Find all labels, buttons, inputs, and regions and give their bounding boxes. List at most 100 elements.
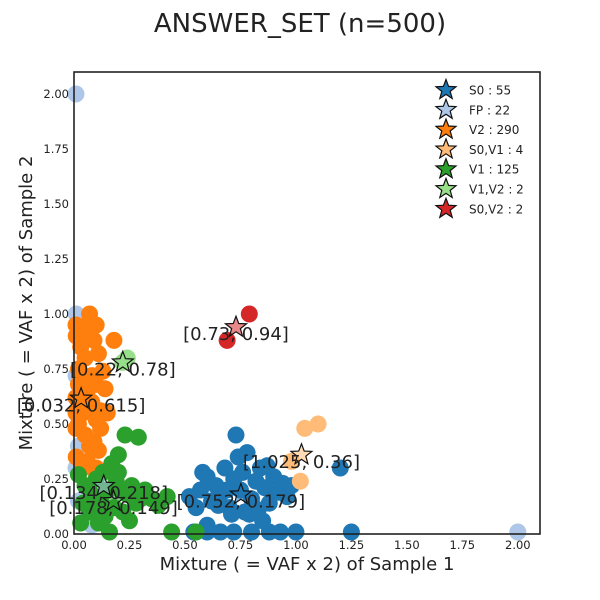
legend-label-0: S0 : 55	[469, 84, 511, 98]
centroid-label-0: [0.752, 0.179]	[177, 492, 306, 513]
data-point-series-2-40	[74, 404, 92, 422]
y-tick-label-2: 0.50	[43, 417, 69, 431]
data-point-series-2-39	[78, 452, 96, 470]
data-point-series-0-41	[342, 523, 360, 541]
data-point-series-0-1	[191, 481, 209, 499]
legend-marker-1	[434, 97, 458, 120]
data-point-series-2-26	[83, 367, 101, 385]
x-tick-labels: 0.00 0.25 0.50 0.75 1.00 1.25 1.50 1.75 2.00	[61, 538, 530, 552]
legend-marker-2	[434, 117, 458, 140]
data-point-series-0-31	[194, 463, 212, 481]
data-point-series-4-32	[107, 472, 125, 490]
legend-marker-5	[434, 176, 458, 199]
data-point-series-2-31	[87, 316, 105, 334]
legend-marker-6	[434, 196, 458, 219]
data-point-series-4-23	[158, 488, 176, 506]
centroid-label-4: [0.178, 0.149]	[49, 498, 178, 519]
data-point-series-6-0	[240, 305, 258, 323]
legend-marker-3	[434, 137, 458, 160]
centroid-label-3: [1.025, 0.36]	[243, 452, 360, 473]
x-tick-label-1: 0.25	[117, 538, 143, 552]
data-point-series-4-26	[94, 463, 112, 481]
data-point-series-0-44	[254, 512, 272, 530]
y-tick-label-5: 1.25	[43, 252, 69, 266]
data-point-series-2-35	[92, 419, 110, 437]
data-point-series-2-25	[67, 419, 85, 437]
data-point-series-0-32	[331, 459, 349, 477]
x-tick-label-6: 1.50	[394, 538, 420, 552]
data-point-series-4-28	[101, 523, 119, 541]
y-axis-label: Mixture ( = VAF x 2) of Sample 2	[16, 156, 37, 451]
data-point-series-0-30	[258, 457, 276, 475]
x-tick-label-2: 0.50	[172, 538, 198, 552]
data-point-series-3-3	[282, 452, 300, 470]
data-point-series-2-16	[89, 345, 107, 363]
data-point-series-4-33	[87, 499, 105, 517]
data-point-series-0-11	[234, 463, 252, 481]
data-point-series-0-25	[187, 499, 205, 517]
x-tick-label-7: 1.75	[450, 538, 476, 552]
centroid-star-1	[91, 473, 116, 497]
data-point-series-3-1	[309, 415, 327, 433]
x-tick-label-5: 1.25	[339, 538, 365, 552]
data-point-series-2-34	[76, 327, 94, 345]
data-point-series-0-35	[211, 523, 229, 541]
data-point-series-4-15	[116, 426, 134, 444]
centroid-label-1: [0.134, 0.218]	[39, 483, 168, 504]
data-point-series-4-30	[187, 523, 205, 541]
legend-label-4: V1 : 125	[469, 163, 519, 177]
y-tick-labels: 0.00 0.25 0.50 0.75 1.00 1.25 1.50 1.75 2.00	[43, 87, 69, 541]
data-point-series-4-14	[109, 446, 127, 464]
data-point-series-3-2	[291, 472, 309, 490]
y-tick-label-7: 1.75	[43, 142, 69, 156]
data-point-series-0-23	[227, 426, 245, 444]
x-tick-label-8: 2.00	[505, 538, 531, 552]
legend-label-2: V2 : 290	[469, 123, 519, 137]
data-point-series-0-39	[271, 523, 289, 541]
data-point-series-2-22	[89, 441, 107, 459]
data-point-series-6-1	[218, 331, 236, 349]
x-tick-label-3: 0.75	[228, 538, 254, 552]
data-point-series-0-12	[238, 444, 256, 462]
data-point-series-4-27	[120, 512, 138, 530]
data-point-series-4-24	[69, 466, 87, 484]
data-point-series-4-19	[74, 494, 92, 512]
centroid-label-5: [0.22, 0.78]	[70, 359, 176, 380]
centroid-star-3	[289, 442, 314, 466]
data-point-series-0-27	[209, 496, 227, 514]
y-tick-label-8: 2.00	[43, 87, 69, 101]
centroid-star-4	[101, 488, 126, 512]
plot-frame	[73, 71, 541, 535]
legend-label-5: V1,V2 : 2	[469, 183, 524, 197]
data-point-series-0-28	[218, 481, 236, 499]
legend: S0 : 55 FP : 22 V2 : 290 S0,V1 : 4 V1 : 125 V…	[434, 77, 524, 219]
data-point-series-1-1	[509, 523, 527, 541]
centroid-layer: [0.752, 0.179] [0.134, 0.218] [0.032, 0.61…	[17, 314, 360, 519]
data-point-series-0-43	[240, 505, 258, 523]
y-tick-label-4: 1.00	[43, 307, 69, 321]
data-point-series-0-42	[223, 505, 241, 523]
centroid-star-5	[110, 349, 135, 373]
centroid-star-0	[228, 481, 253, 505]
y-tick-label-1: 0.25	[43, 472, 69, 486]
legend-label-3: S0,V1 : 4	[469, 143, 523, 157]
y-tick-label-0: 0.00	[43, 527, 69, 541]
centroid-star-6	[223, 314, 249, 338]
x-tick-label-0: 0.00	[61, 538, 87, 552]
centroid-label-2: [0.032, 0.615]	[17, 396, 146, 417]
x-tick-label-4: 1.00	[283, 538, 309, 552]
data-point-series-0-36	[225, 523, 243, 541]
legend-marker-4	[434, 156, 458, 180]
legend-label-1: FP : 22	[469, 103, 510, 117]
chart-title: ANSWER_SET (n=500)	[154, 9, 446, 39]
data-point-series-4-29	[163, 523, 181, 541]
data-point-series-1-0	[67, 85, 85, 103]
centroid-label-6: [0.73, 0.94]	[183, 324, 289, 345]
data-point-series-4-16	[129, 428, 147, 446]
y-tick-label-6: 1.50	[43, 197, 69, 211]
legend-label-6: S0,V2 : 2	[469, 202, 523, 216]
y-tick-label-3: 0.75	[43, 362, 69, 376]
legend-marker-0	[434, 77, 458, 100]
data-point-series-4-25	[72, 514, 90, 532]
